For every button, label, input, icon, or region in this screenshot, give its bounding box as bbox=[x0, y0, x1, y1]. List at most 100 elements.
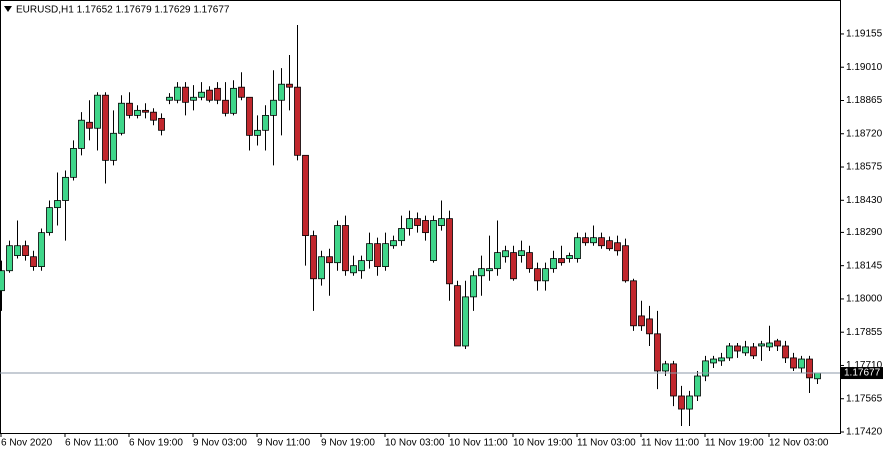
candle-body bbox=[102, 94, 109, 161]
candle-body bbox=[598, 237, 605, 247]
x-tick-label: 10 Nov 19:00 bbox=[513, 438, 573, 449]
candle-body bbox=[526, 252, 533, 270]
candle-body bbox=[694, 375, 701, 397]
candle-body bbox=[742, 346, 749, 354]
candle-body bbox=[398, 228, 405, 242]
candle-body bbox=[294, 86, 301, 156]
candle-body bbox=[110, 132, 117, 161]
candle-body bbox=[798, 358, 805, 369]
candle-body bbox=[646, 318, 653, 335]
x-tick-label: 6 Nov 19:00 bbox=[129, 438, 183, 449]
y-tick-label: 1.19155 bbox=[846, 29, 883, 40]
candle-body bbox=[406, 218, 413, 229]
y-tick-label: 1.18720 bbox=[846, 128, 883, 139]
candle-body bbox=[502, 250, 509, 258]
candle-body bbox=[614, 242, 621, 252]
y-tick-label: 1.17565 bbox=[846, 393, 883, 404]
candle-body bbox=[478, 268, 485, 277]
candle-body bbox=[86, 121, 93, 129]
candle-body bbox=[806, 358, 813, 379]
y-tick-label: 1.17710 bbox=[846, 360, 883, 371]
candle-body bbox=[126, 102, 133, 116]
candle-body bbox=[190, 96, 197, 101]
candle-body bbox=[46, 207, 53, 234]
candle-body bbox=[582, 237, 589, 244]
candle-body bbox=[318, 256, 325, 280]
x-tick-label: 11 Nov 19:00 bbox=[705, 438, 764, 449]
candle-body bbox=[766, 342, 773, 348]
candle-body bbox=[726, 345, 733, 359]
candle-body bbox=[174, 86, 181, 101]
candle-body bbox=[254, 129, 261, 136]
candle-body bbox=[366, 243, 373, 262]
y-tick-label: 1.18575 bbox=[846, 162, 883, 173]
candle-body bbox=[0, 270, 5, 292]
candle-body bbox=[686, 395, 693, 410]
candle-body bbox=[438, 218, 445, 226]
candle-body bbox=[630, 280, 637, 327]
candle-body bbox=[774, 340, 781, 347]
x-tick-label: 6 Nov 2020 bbox=[1, 438, 53, 449]
candle-body bbox=[374, 243, 381, 267]
candle-body bbox=[390, 240, 397, 247]
candle-body bbox=[678, 395, 685, 410]
candle-body bbox=[542, 268, 549, 282]
candle-body bbox=[654, 333, 661, 372]
x-tick-label: 10 Nov 11:00 bbox=[449, 438, 508, 449]
candle-body bbox=[94, 94, 101, 129]
candle-body bbox=[278, 83, 285, 101]
y-tick-label: 1.18000 bbox=[846, 294, 883, 305]
candle-body bbox=[142, 109, 149, 113]
candle-body bbox=[486, 268, 493, 272]
candle-body bbox=[518, 250, 525, 256]
candle-body bbox=[758, 343, 765, 347]
x-tick-label: 9 Nov 03:00 bbox=[193, 438, 247, 449]
last-price-box bbox=[841, 367, 883, 380]
candle-body bbox=[710, 358, 717, 364]
x-tick-label: 9 Nov 11:00 bbox=[257, 438, 311, 449]
candle-body bbox=[814, 372, 821, 380]
candle-body bbox=[414, 218, 421, 226]
candle-body bbox=[198, 91, 205, 98]
x-tick-label: 6 Nov 11:00 bbox=[65, 438, 119, 449]
candle-body bbox=[134, 109, 141, 116]
y-tick-label: 1.18290 bbox=[846, 227, 883, 238]
candle-body bbox=[358, 260, 365, 272]
candle-body bbox=[310, 235, 317, 280]
candle-body bbox=[590, 237, 597, 244]
candle-body bbox=[54, 200, 61, 209]
candle-body bbox=[62, 176, 69, 201]
y-tick-label: 1.17855 bbox=[846, 327, 883, 338]
candle-body bbox=[286, 83, 293, 88]
plot-frame bbox=[0, 0, 841, 434]
candle-body bbox=[462, 296, 469, 347]
candle-body bbox=[574, 237, 581, 259]
candle-body bbox=[430, 220, 437, 262]
candle-body bbox=[454, 285, 461, 347]
candle-body bbox=[246, 96, 253, 136]
candle-body bbox=[494, 252, 501, 270]
candle-body bbox=[470, 275, 477, 298]
candle-body bbox=[342, 225, 349, 272]
candle-body bbox=[422, 220, 429, 234]
candle-body bbox=[718, 357, 725, 362]
candle-body bbox=[790, 357, 797, 369]
y-tick-label: 1.18865 bbox=[846, 95, 883, 106]
candle-body bbox=[382, 243, 389, 267]
chart-title: EURUSD,H1 1.17652 1.17679 1.17629 1.1767… bbox=[16, 5, 230, 16]
y-tick-label: 1.18145 bbox=[846, 260, 883, 271]
candle-body bbox=[70, 148, 77, 178]
candle-body bbox=[222, 99, 229, 114]
candle-body bbox=[14, 245, 21, 256]
candle-body bbox=[302, 154, 309, 237]
candle-body bbox=[702, 360, 709, 377]
candle-body bbox=[750, 346, 757, 357]
candle-body bbox=[566, 255, 573, 259]
candle-body bbox=[734, 345, 741, 352]
collapse-icon bbox=[4, 6, 12, 12]
candle-body bbox=[350, 265, 357, 274]
candle-body bbox=[6, 245, 13, 272]
candle-body bbox=[334, 225, 341, 264]
y-tick-label: 1.18430 bbox=[846, 195, 883, 206]
